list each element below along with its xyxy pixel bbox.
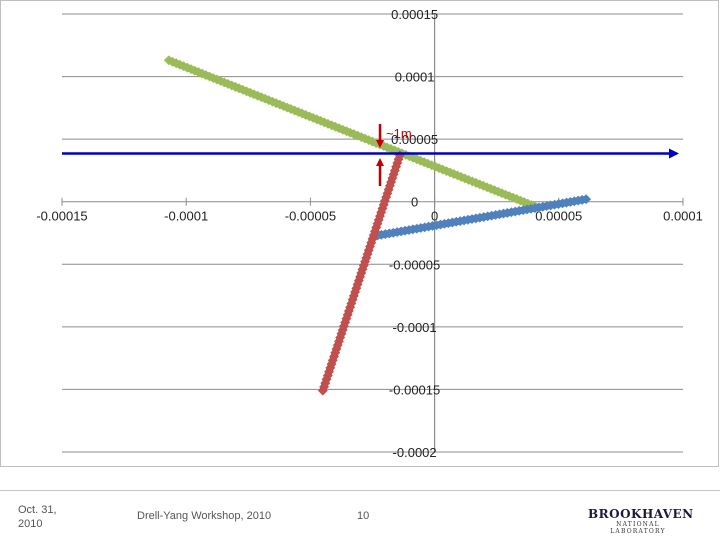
footer-date: Oct. 31, 2010 (18, 504, 57, 530)
x-tick-label: -0.00015 (36, 209, 87, 224)
y-tick-label: 0 (411, 195, 418, 210)
annotation-label: ~1m (386, 126, 412, 141)
y-tick-label: 0.00015 (391, 7, 438, 22)
page-number: 10 (357, 510, 370, 522)
logo-sub-text: NATIONAL LABORATORY (610, 521, 666, 535)
x-tick-label: 0.0001 (663, 209, 703, 224)
y-tick-label: -0.00015 (389, 382, 440, 397)
chart: 0.00015 0.0001 0.00005 0 -0.00005 -0.0001 -0.0… (0, 0, 719, 467)
series-0 (163, 55, 544, 213)
y-tick-label: -0.0001 (393, 320, 437, 335)
y-tick-label: 0.00005 (391, 132, 438, 147)
logo-main-text: BROOKHAVEN (588, 507, 694, 521)
slide-footer: Oct. 31, 2010 Drell-Yang Workshop, 2010 … (0, 490, 720, 541)
x-tick-label: -0.00005 (285, 209, 336, 224)
chart-border (0, 0, 719, 467)
y-tick-label: -0.0002 (393, 445, 437, 460)
footer-title: Drell-Yang Workshop, 2010 (137, 510, 272, 522)
y-tick-label: -0.00005 (389, 257, 440, 272)
series-point (581, 194, 592, 205)
series-2 (317, 150, 405, 396)
chart-plot: 0.00015 0.0001 0.00005 0 -0.00005 -0.0001 -0.0… (0, 0, 719, 467)
brookhaven-logo: BROOKHAVEN NATIONAL LABORATORY (588, 507, 694, 535)
series-1 (372, 194, 592, 241)
x-tick-label: -0.0001 (164, 209, 208, 224)
x-tick-label: 0 (431, 209, 438, 224)
y-tick-label: 0.0001 (395, 70, 435, 85)
x-tick-label: 0.00005 (535, 209, 582, 224)
